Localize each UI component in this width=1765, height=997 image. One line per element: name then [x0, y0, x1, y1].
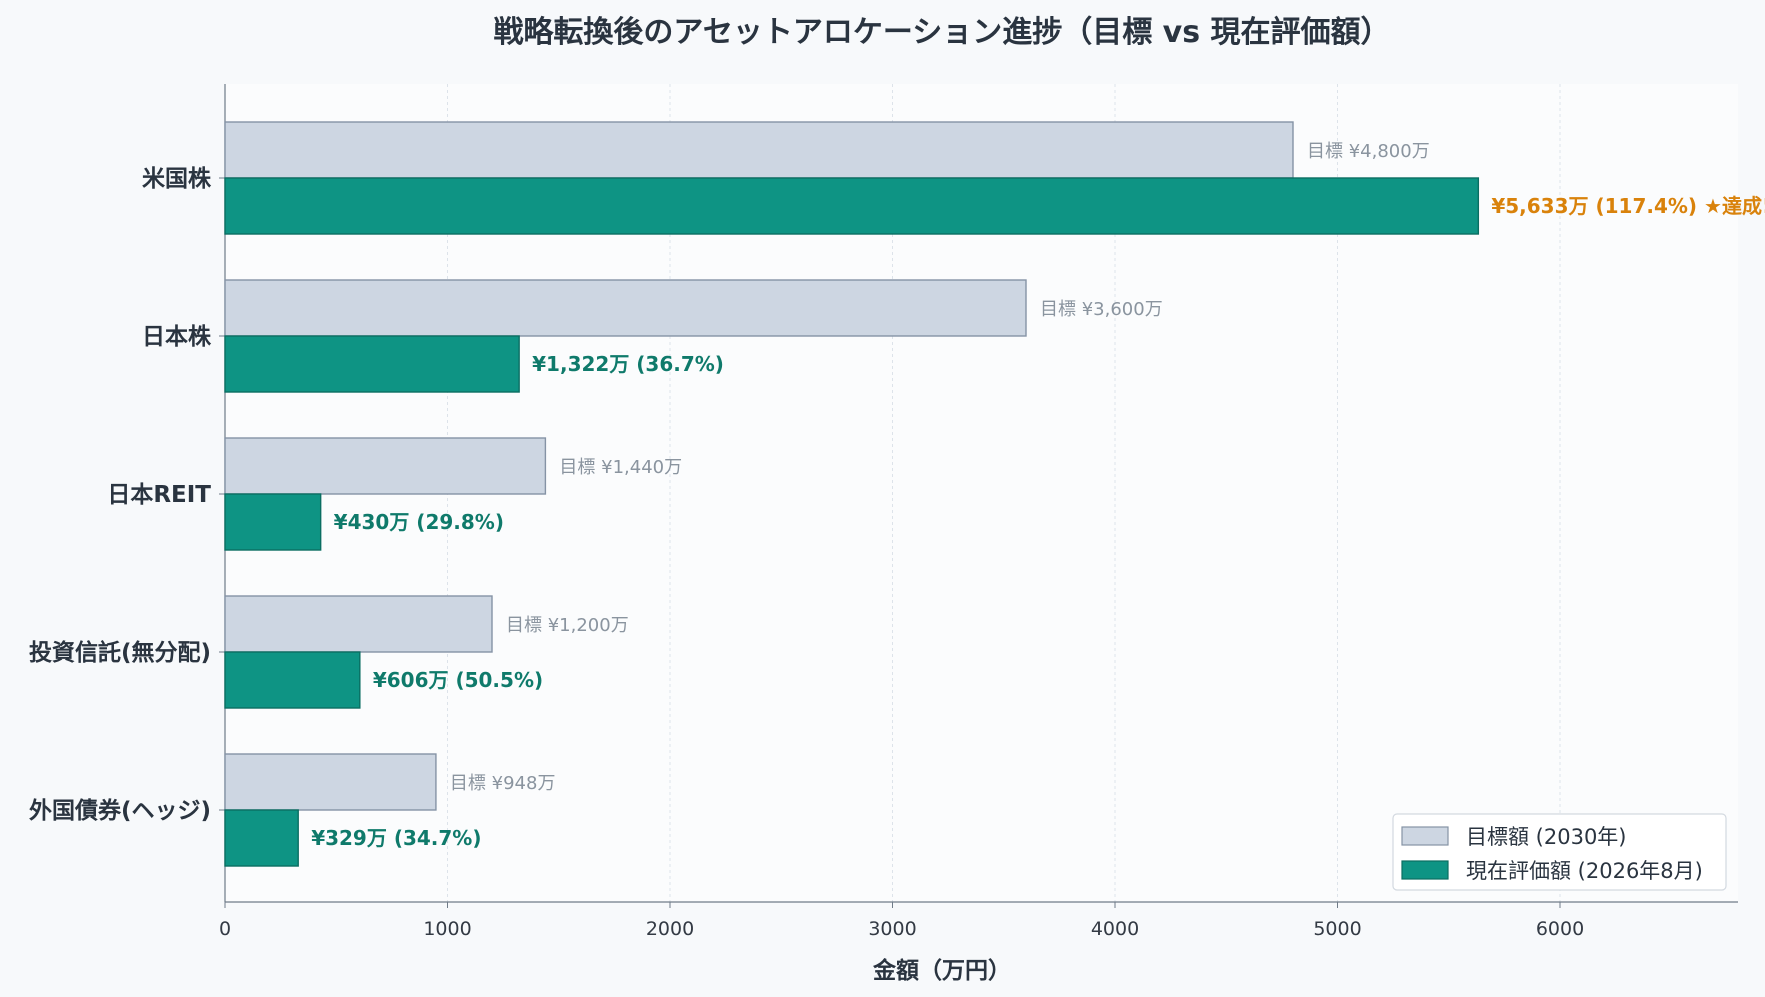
category-label: 投資信託(無分配) — [29, 639, 211, 666]
current-bar — [224, 177, 1480, 235]
current-value-label: ¥5,633万 (117.4%) ★達成! — [1491, 194, 1765, 218]
target-bar — [224, 279, 1027, 337]
x-tick-label: 6000 — [1536, 918, 1584, 940]
target-bar — [224, 121, 1294, 179]
target-value-label: 目標 ¥1,200万 — [506, 615, 629, 636]
category-label: 外国債券(ヘッジ) — [29, 797, 211, 824]
category-label: 日本REIT — [107, 482, 211, 508]
target-value-label: 目標 ¥1,440万 — [559, 457, 682, 478]
legend-label: 現在評価額 (2026年8月) — [1466, 859, 1703, 883]
x-tick-label: 0 — [219, 918, 231, 940]
target-value-label: 目標 ¥3,600万 — [1040, 299, 1163, 320]
current-bar — [224, 651, 361, 709]
target-value-label: 目標 ¥948万 — [450, 773, 556, 794]
target-bar — [224, 595, 493, 653]
plot-area: 0 1000 2000 3000 4000 5000 6000 米国株 目標 ¥4,800万 ¥5… — [29, 84, 1765, 940]
legend-label: 目標額 (2030年) — [1466, 825, 1627, 849]
current-value-label: ¥606万 (50.5%) — [373, 668, 543, 692]
chart-title: 戦略転換後のアセットアロケーション進捗（目標 vs 現在評価額） — [493, 15, 1390, 50]
legend-box — [1392, 813, 1727, 891]
x-axis-title: 金額（万円） — [872, 957, 1011, 984]
legend-swatch — [1401, 860, 1449, 880]
current-value-label: ¥329万 (34.7%) — [311, 826, 481, 850]
legend-swatch — [1401, 826, 1449, 846]
category-label: 米国株 — [142, 166, 212, 192]
x-tick-label: 3000 — [868, 918, 916, 940]
current-bar — [224, 809, 299, 867]
x-tick-label: 1000 — [423, 918, 471, 940]
category-label: 日本株 — [142, 324, 212, 350]
x-tick-label: 4000 — [1091, 918, 1139, 940]
legend: 目標額 (2030年) 現在評価額 (2026年8月) — [1392, 813, 1727, 891]
current-bar — [224, 493, 322, 551]
current-value-label: ¥430万 (29.8%) — [334, 510, 504, 534]
target-bar — [224, 437, 547, 495]
target-value-label: 目標 ¥4,800万 — [1307, 141, 1430, 162]
x-tick-label: 5000 — [1313, 918, 1361, 940]
x-tick-label: 2000 — [646, 918, 694, 940]
current-bar — [224, 335, 520, 393]
target-bar — [224, 753, 437, 811]
current-value-label: ¥1,322万 (36.7%) — [532, 352, 724, 376]
